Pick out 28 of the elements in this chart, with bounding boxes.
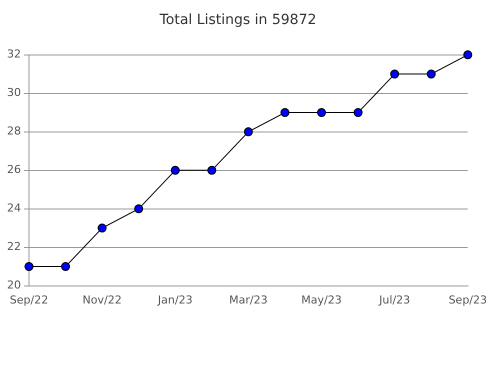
- x-tick-label: Mar/23: [229, 293, 268, 306]
- point: [244, 127, 253, 136]
- x-tick-label: May/23: [301, 293, 342, 306]
- point: [61, 262, 70, 272]
- point: [207, 166, 216, 175]
- point: [170, 166, 180, 175]
- point: [426, 70, 436, 79]
- y-tick-label: 30: [6, 86, 21, 100]
- y-tick-label: 26: [6, 163, 21, 176]
- point: [354, 108, 363, 118]
- point: [317, 108, 326, 118]
- y-tick-label: 20: [6, 278, 21, 292]
- x-tick-label: Nov/22: [82, 293, 122, 306]
- point: [463, 50, 472, 60]
- point: [24, 262, 34, 272]
- y-tick-label: 28: [6, 124, 21, 138]
- y-tick-label: 22: [6, 240, 21, 254]
- y-tick-label: 32: [6, 48, 21, 61]
- x-tick-label: Sep/22: [10, 293, 48, 306]
- x-tick-label: Jul/23: [378, 293, 410, 306]
- point: [98, 224, 107, 233]
- y-tick-label: 24: [6, 202, 21, 215]
- chart-title: Total Listings in 59872: [158, 12, 316, 28]
- x-tick-label: Jan/23: [156, 293, 193, 306]
- point: [390, 70, 400, 79]
- point: [280, 108, 290, 118]
- point: [134, 204, 144, 214]
- x-tick-label: Sep/23: [448, 293, 487, 306]
